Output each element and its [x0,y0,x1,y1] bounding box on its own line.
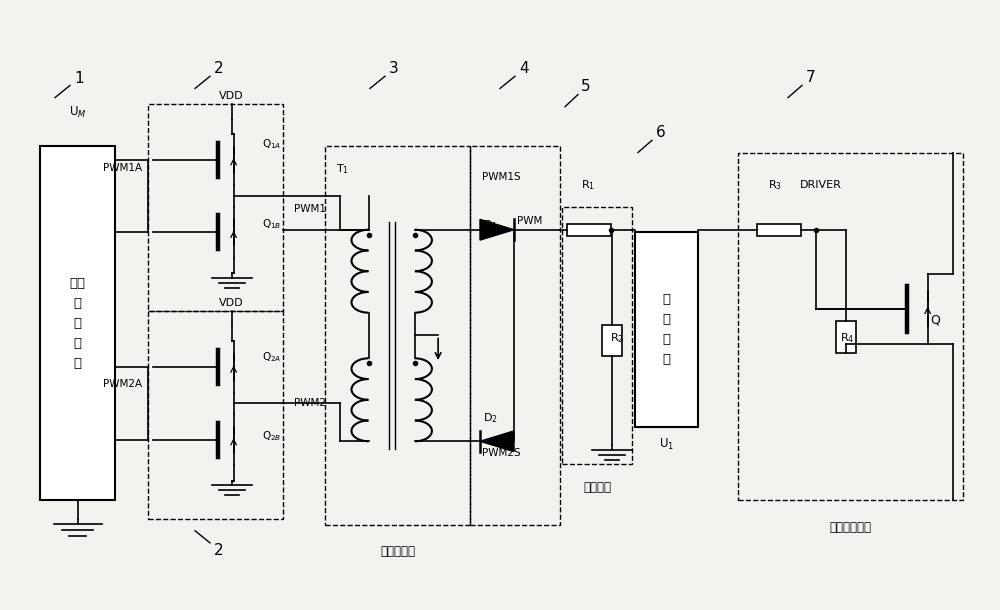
Text: PWM1: PWM1 [294,204,326,214]
Text: R$_1$: R$_1$ [581,178,595,192]
Text: 5: 5 [581,79,591,95]
Text: PWM2: PWM2 [294,398,326,407]
Text: Q$_{1B}$: Q$_{1B}$ [262,217,281,231]
Text: D$_2$: D$_2$ [483,411,497,425]
Polygon shape [480,220,514,240]
Text: 分压电路: 分压电路 [583,481,611,494]
FancyBboxPatch shape [602,325,622,356]
Text: PWM1A: PWM1A [103,163,143,173]
FancyBboxPatch shape [40,146,115,500]
Text: R$_3$: R$_3$ [768,178,782,192]
FancyBboxPatch shape [836,321,856,353]
Text: 2: 2 [214,543,224,558]
Text: Q$_{2B}$: Q$_{2B}$ [262,429,281,443]
Text: 脉冲变压器: 脉冲变压器 [380,545,416,558]
Text: PWM2A: PWM2A [103,379,143,389]
Text: 数字
控
制
芯
片: 数字 控 制 芯 片 [70,277,86,370]
Text: PWM: PWM [517,215,542,226]
Text: D$_1$: D$_1$ [483,218,497,232]
Text: DRIVER: DRIVER [800,180,842,190]
FancyBboxPatch shape [567,224,611,236]
Text: 7: 7 [806,70,815,85]
Text: 驱
动
芯
片: 驱 动 芯 片 [662,293,670,366]
Text: 功率开关电路: 功率开关电路 [829,521,871,534]
Text: R$_2$: R$_2$ [610,332,624,345]
Text: VDD: VDD [219,298,244,308]
Text: Q$_{1A}$: Q$_{1A}$ [262,138,281,151]
Polygon shape [480,431,514,451]
Text: 1: 1 [74,71,84,85]
Text: Q$_{2A}$: Q$_{2A}$ [262,350,281,364]
Text: PWM1S: PWM1S [482,172,521,182]
Text: 6: 6 [656,125,665,140]
Text: 3: 3 [389,62,399,76]
Text: U$_1$: U$_1$ [659,437,674,453]
Text: T$_1$: T$_1$ [336,162,349,176]
Text: 2: 2 [214,62,224,76]
Text: R$_4$: R$_4$ [840,332,854,345]
FancyBboxPatch shape [757,224,800,236]
Text: Q: Q [930,314,940,326]
Text: U$_M$: U$_M$ [69,105,86,120]
FancyBboxPatch shape [635,232,698,427]
Text: VDD: VDD [219,91,244,101]
Text: PWM2S: PWM2S [482,448,521,458]
Text: 4: 4 [519,62,529,76]
